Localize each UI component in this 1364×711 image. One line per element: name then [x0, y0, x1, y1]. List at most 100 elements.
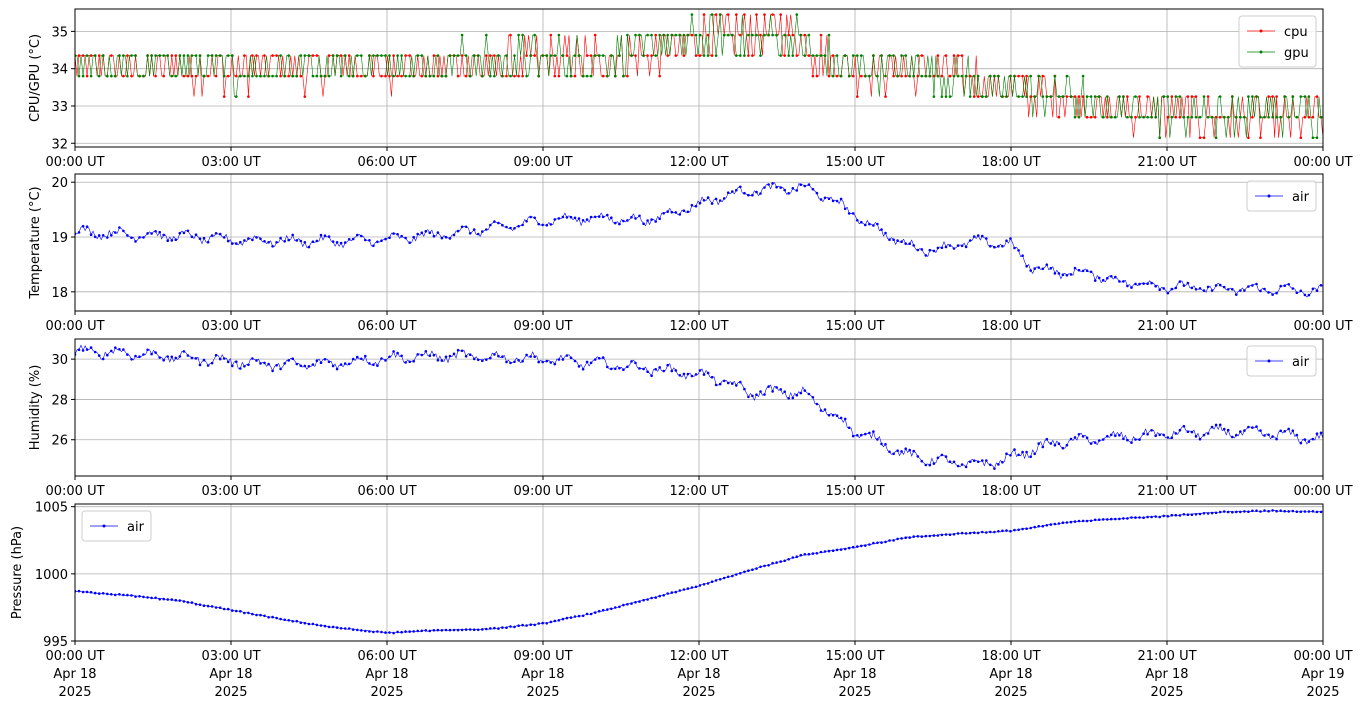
data-point	[767, 183, 770, 186]
data-point	[646, 370, 649, 374]
data-point	[928, 74, 932, 78]
data-point	[1235, 433, 1238, 437]
y-tick-label: 28	[51, 393, 68, 408]
data-point	[856, 545, 859, 548]
data-point	[235, 95, 238, 98]
data-point	[1279, 115, 1282, 119]
data-point	[815, 74, 819, 78]
data-point	[751, 54, 754, 57]
data-point	[1299, 95, 1303, 98]
data-point	[904, 74, 907, 78]
data-point	[190, 74, 194, 78]
data-point	[1267, 433, 1270, 437]
data-point	[130, 236, 133, 239]
data-point	[303, 621, 307, 625]
data-point	[210, 54, 214, 57]
data-point	[807, 392, 811, 396]
data-point	[1271, 509, 1274, 512]
x-tick-label: 03:00 UT	[201, 649, 260, 664]
data-point	[1126, 284, 1129, 288]
data-point	[791, 396, 795, 400]
data-point	[589, 74, 593, 78]
data-point	[126, 54, 129, 57]
data-point	[924, 463, 928, 467]
data-point	[944, 533, 948, 536]
data-point	[1061, 273, 1065, 277]
data-point	[537, 222, 540, 226]
data-point	[154, 351, 157, 354]
legend-marker-air	[1267, 359, 1271, 363]
data-point	[1214, 136, 1218, 139]
data-point	[1122, 280, 1125, 283]
data-point	[585, 360, 589, 364]
data-point	[1319, 115, 1323, 119]
data-point	[537, 74, 540, 78]
data-point	[1291, 95, 1295, 98]
data-point	[476, 358, 480, 362]
data-point	[1085, 519, 1089, 523]
data-point	[271, 74, 274, 78]
data-point	[468, 353, 472, 357]
data-point	[755, 13, 758, 16]
data-point	[356, 233, 359, 237]
data-point	[146, 348, 149, 352]
data-point	[243, 239, 246, 242]
data-point	[557, 358, 561, 361]
data-point	[694, 204, 698, 208]
data-point	[198, 363, 202, 367]
data-point	[513, 360, 516, 364]
data-point	[226, 239, 230, 243]
data-point	[565, 74, 569, 78]
data-point	[1295, 115, 1299, 119]
data-point	[1291, 287, 1295, 290]
data-point	[1154, 515, 1157, 518]
data-point	[323, 358, 327, 361]
data-point	[384, 631, 387, 634]
data-point	[222, 236, 226, 239]
x-tick-label: 03:00 UT	[201, 484, 260, 499]
data-point	[243, 611, 246, 615]
data-point	[218, 232, 222, 236]
data-point	[573, 74, 577, 78]
data-point	[985, 531, 988, 534]
data-point	[222, 74, 226, 78]
data-point	[819, 54, 823, 57]
data-point	[864, 223, 867, 227]
data-point	[626, 219, 629, 222]
data-point	[513, 227, 516, 230]
data-point	[747, 54, 750, 57]
data-point	[1045, 524, 1049, 527]
data-point	[1186, 281, 1190, 285]
data-point	[89, 54, 93, 57]
data-point	[860, 544, 863, 548]
data-point	[194, 233, 198, 236]
data-point	[1093, 279, 1097, 282]
data-point	[239, 74, 242, 78]
data-point	[900, 54, 903, 57]
data-point	[864, 74, 867, 78]
data-point	[690, 33, 694, 37]
data-point	[706, 582, 710, 585]
data-point	[226, 360, 230, 364]
data-point	[1299, 289, 1303, 293]
data-point	[731, 574, 734, 578]
data-point	[650, 596, 653, 600]
data-point	[569, 356, 573, 360]
data-point	[811, 396, 815, 399]
data-point	[243, 365, 246, 368]
data-point	[525, 220, 528, 223]
data-point	[759, 33, 762, 37]
data-point	[1077, 115, 1081, 119]
data-point	[384, 74, 387, 78]
data-point	[517, 224, 520, 228]
data-point	[1138, 115, 1141, 119]
data-point	[618, 605, 621, 609]
data-point	[1017, 95, 1020, 98]
data-point	[1222, 427, 1226, 431]
data-point	[1089, 442, 1093, 445]
data-point	[682, 588, 686, 591]
data-point	[154, 54, 157, 57]
data-point	[1025, 265, 1028, 268]
data-point	[303, 241, 307, 244]
data-point	[501, 355, 504, 359]
